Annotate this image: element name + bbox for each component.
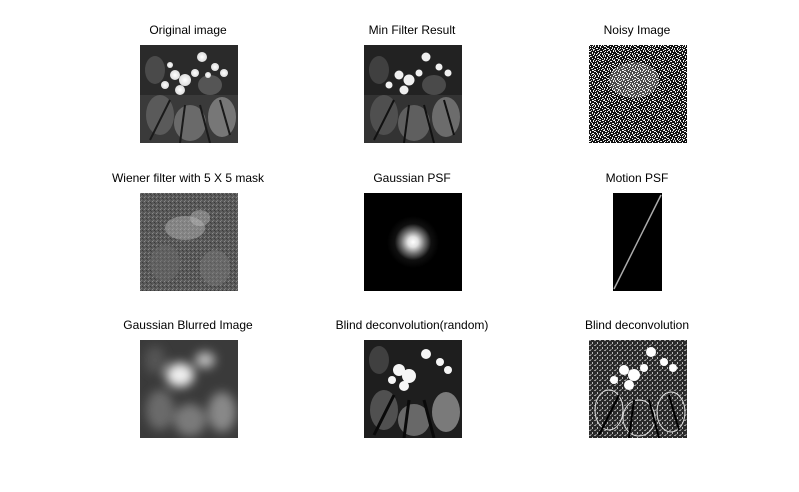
gaussian-blurred-image	[140, 340, 238, 438]
subplot-title-noisy: Noisy Image	[603, 23, 671, 37]
wiener-image	[140, 193, 238, 291]
motion-psf-image	[613, 193, 662, 291]
original-image	[140, 45, 238, 143]
min-filter-image	[364, 45, 462, 143]
subplot-title-gaussian-psf: Gaussian PSF	[373, 171, 451, 185]
gaussian-psf-image	[364, 193, 462, 291]
noisy-image	[589, 45, 687, 143]
blind-deconv-image	[589, 340, 687, 438]
blind-deconv-random-image	[364, 340, 462, 438]
subplot-title-wiener: Wiener filter with 5 X 5 mask	[111, 171, 265, 185]
subplot-title-blind-deconv: Blind deconvolution	[584, 318, 690, 332]
subplot-title-motion-psf: Motion PSF	[605, 171, 669, 185]
subplot-title-original: Original image	[149, 23, 227, 37]
subplot-title-blind-deconv-random: Blind deconvolution(random)	[335, 318, 489, 332]
subplot-title-gaussian-blurred: Gaussian Blurred Image	[123, 318, 253, 332]
subplot-title-min-filter: Min Filter Result	[368, 23, 456, 37]
